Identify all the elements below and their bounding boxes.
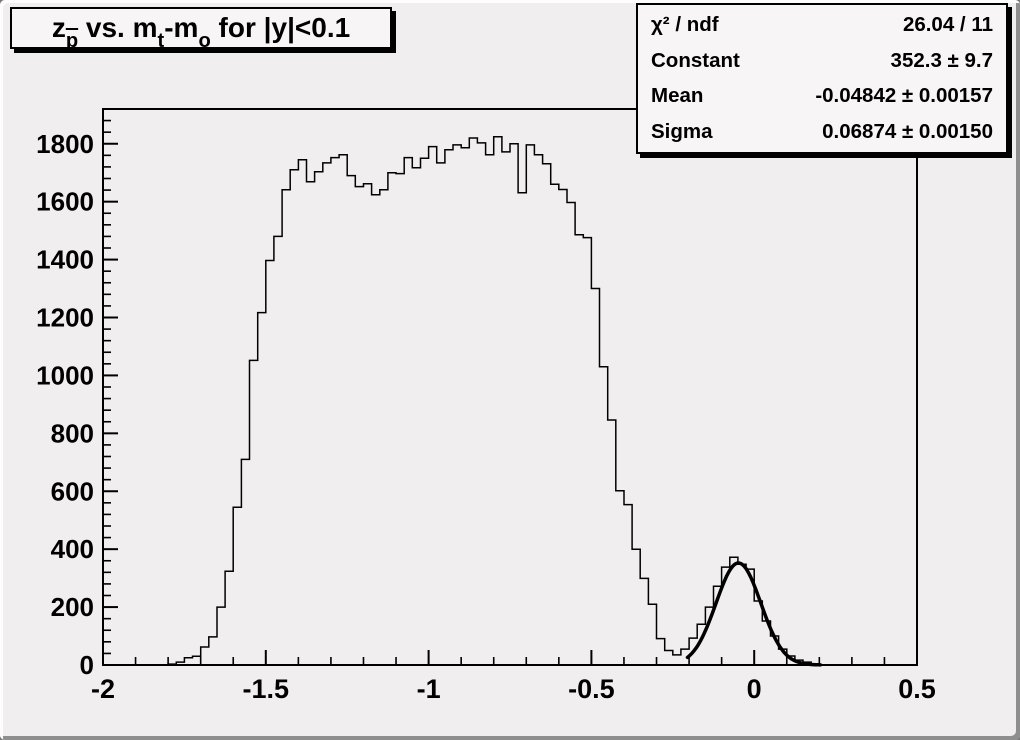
stat-row-constant: Constant 352.3 ± 9.7 — [638, 44, 1006, 78]
stat-value-sigma: 0.06874 ± 0.00150 — [822, 120, 993, 144]
stat-value-mean: -0.04842 ± 0.00157 — [815, 84, 993, 108]
x-tick-label: -2 — [91, 674, 115, 704]
gaussian-fit-curve — [685, 561, 823, 667]
title-seg-z: z — [51, 12, 66, 43]
plot-frame — [102, 108, 918, 666]
y-tick-label: 600 — [51, 476, 94, 506]
y-tick-label: 200 — [51, 592, 94, 622]
y-tick-label: 1800 — [36, 129, 94, 159]
stat-label-sigma: Sigma — [651, 120, 713, 144]
x-tick-label: -0.5 — [568, 674, 615, 704]
x-tick-label: -1 — [417, 674, 441, 704]
y-tick-label: 1600 — [36, 187, 94, 217]
histogram-outline — [103, 136, 917, 666]
stat-label-mean: Mean — [651, 84, 704, 108]
title-seg-vs-m: vs. m — [78, 12, 158, 43]
fit-stats-box: χ² / ndf 26.04 / 11 Constant 352.3 ± 9.7… — [636, 3, 1008, 154]
stat-row-mean: Mean -0.04842 ± 0.00157 — [638, 79, 1006, 113]
y-tick-label: 1400 — [36, 245, 94, 275]
y-tick-label: 400 — [51, 534, 94, 564]
y-tick-label: 1200 — [36, 303, 94, 333]
stat-value-chi2: 26.04 / 11 — [902, 12, 993, 36]
title-seg-condition: for |y|<0.1 — [210, 12, 351, 43]
title-seg-minus-m: -m — [164, 12, 199, 43]
stat-label-chi2: χ² / ndf — [651, 12, 719, 36]
title-sub-t: t — [157, 30, 165, 52]
stat-value-constant: 352.3 ± 9.7 — [890, 48, 993, 72]
title-sub-pbar: p — [65, 30, 79, 52]
stat-row-chi2: χ² / ndf 26.04 / 11 — [638, 8, 1006, 42]
stat-label-constant: Constant — [651, 48, 740, 72]
title-sub-o: o — [198, 30, 211, 52]
y-tick-label: 0 — [80, 650, 94, 680]
x-tick-label: 0.5 — [898, 674, 936, 704]
x-tick-label: -1.5 — [243, 674, 290, 704]
x-tick-label: 0 — [747, 674, 762, 704]
y-tick-label: 800 — [51, 418, 94, 448]
y-tick-label: 1000 — [36, 360, 94, 390]
stat-row-sigma: Sigma 0.06874 ± 0.00150 — [638, 115, 1006, 149]
